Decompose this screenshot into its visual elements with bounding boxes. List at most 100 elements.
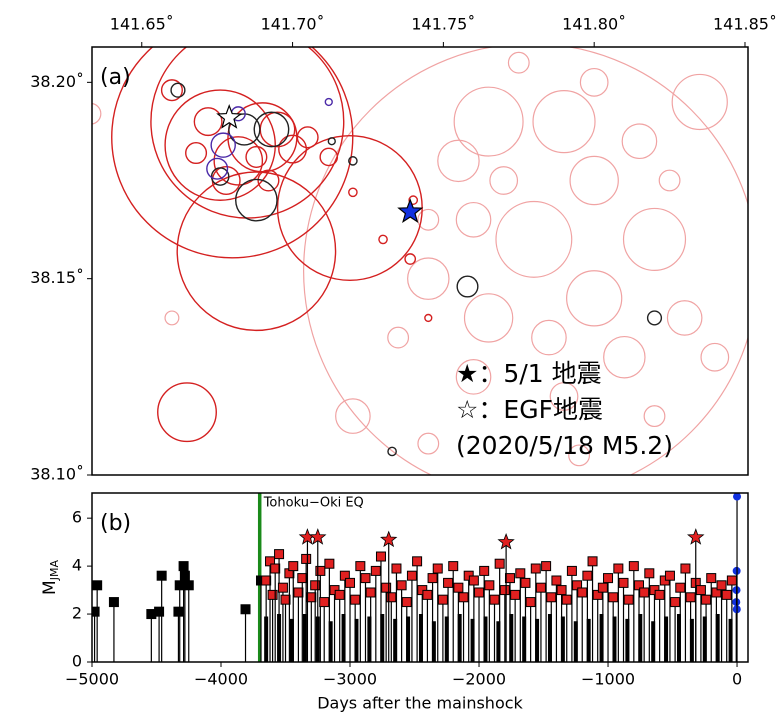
square-marker [566,565,577,576]
square-marker [391,563,402,574]
square-marker [365,587,376,598]
event-circle [210,132,236,158]
stem-plot [92,493,742,662]
square-marker [280,594,291,605]
event-circle [531,319,567,356]
square-marker [288,561,299,572]
square-marker [108,597,119,608]
event-circle [549,382,579,411]
event-circle [319,147,339,167]
event-circle [387,446,397,457]
y-tick-label: 0 [72,652,82,671]
square-marker [443,577,454,588]
square-marker [701,594,712,605]
square-marker [695,585,706,596]
square-marker [721,589,732,600]
event-circle [206,157,229,180]
square-marker [274,549,285,560]
event-circle [335,398,371,434]
event-circle [455,359,492,395]
square-marker [664,570,675,581]
event-circle [489,166,519,195]
square-marker [293,587,304,598]
square-marker [401,597,412,608]
square-marker [265,556,276,567]
event-circle [92,102,102,125]
x-axis-label: Days after the mainshock [317,694,523,713]
event-circle [278,134,308,164]
square-marker [561,594,572,605]
square-marker [706,573,717,584]
square-marker [315,565,326,576]
square-marker [675,582,686,593]
square-marker [334,589,345,600]
event-circle [437,139,480,183]
x-tick-label: −3000 [323,670,377,689]
square-marker [556,585,567,596]
square-marker [173,606,184,617]
square-marker [474,587,485,598]
event-circle [170,82,186,98]
square-marker [546,592,557,603]
square-marker [345,577,356,588]
event-circle [324,97,333,107]
square-marker [174,580,185,591]
x-tick-label: 0 [732,670,742,689]
square-marker [179,570,190,581]
square-marker [437,594,448,605]
event-circle [532,90,596,154]
event-circle [327,137,336,146]
square-marker [644,568,655,579]
square-marker [154,606,165,617]
event-circle [348,156,358,166]
square-marker [375,551,386,562]
star-marker [687,528,705,545]
event-circle [646,310,663,326]
square-marker [623,594,634,605]
y-tick-label: 38.15˚ [30,268,84,287]
x-tick-label: 141.80˚ [562,15,626,34]
square-marker [628,561,639,572]
square-marker [520,577,531,588]
square-marker [183,580,194,591]
frame [91,492,749,663]
square-marker [92,580,103,591]
square-marker [386,592,397,603]
event-circle [569,155,619,206]
y-tick-label: 6 [72,508,82,527]
map-plot [92,47,748,475]
x-tick-label: −5000 [65,670,119,689]
square-marker [510,589,521,600]
square-marker [530,563,541,574]
panel-label: (a) [100,65,131,90]
event-circle [666,300,703,336]
event-circle [245,145,268,168]
star [397,198,424,223]
y-tick-label: 4 [72,556,82,575]
square-marker [270,563,281,574]
event-circle [566,270,623,327]
square-marker [577,587,588,598]
square-marker [240,604,251,615]
event-circle [643,405,666,428]
event-circle [579,67,609,97]
event-circle [507,51,530,74]
event-circle [417,208,440,231]
square-marker [156,570,167,581]
event-circle [160,79,183,102]
y-axis-label-sub: JMA [48,560,61,582]
square-marker [324,558,335,569]
square-marker [261,575,272,586]
event-circle [621,123,658,160]
event-circle [210,167,230,186]
event-circle [213,136,264,186]
square-marker [297,573,308,584]
square-marker [277,582,288,593]
star [216,103,243,129]
star-marker [309,528,327,545]
panel-label: (b) [100,511,131,536]
square-marker [427,573,438,584]
square-marker [458,592,469,603]
event-circle [463,293,514,343]
y-tick-label: 2 [72,604,82,623]
